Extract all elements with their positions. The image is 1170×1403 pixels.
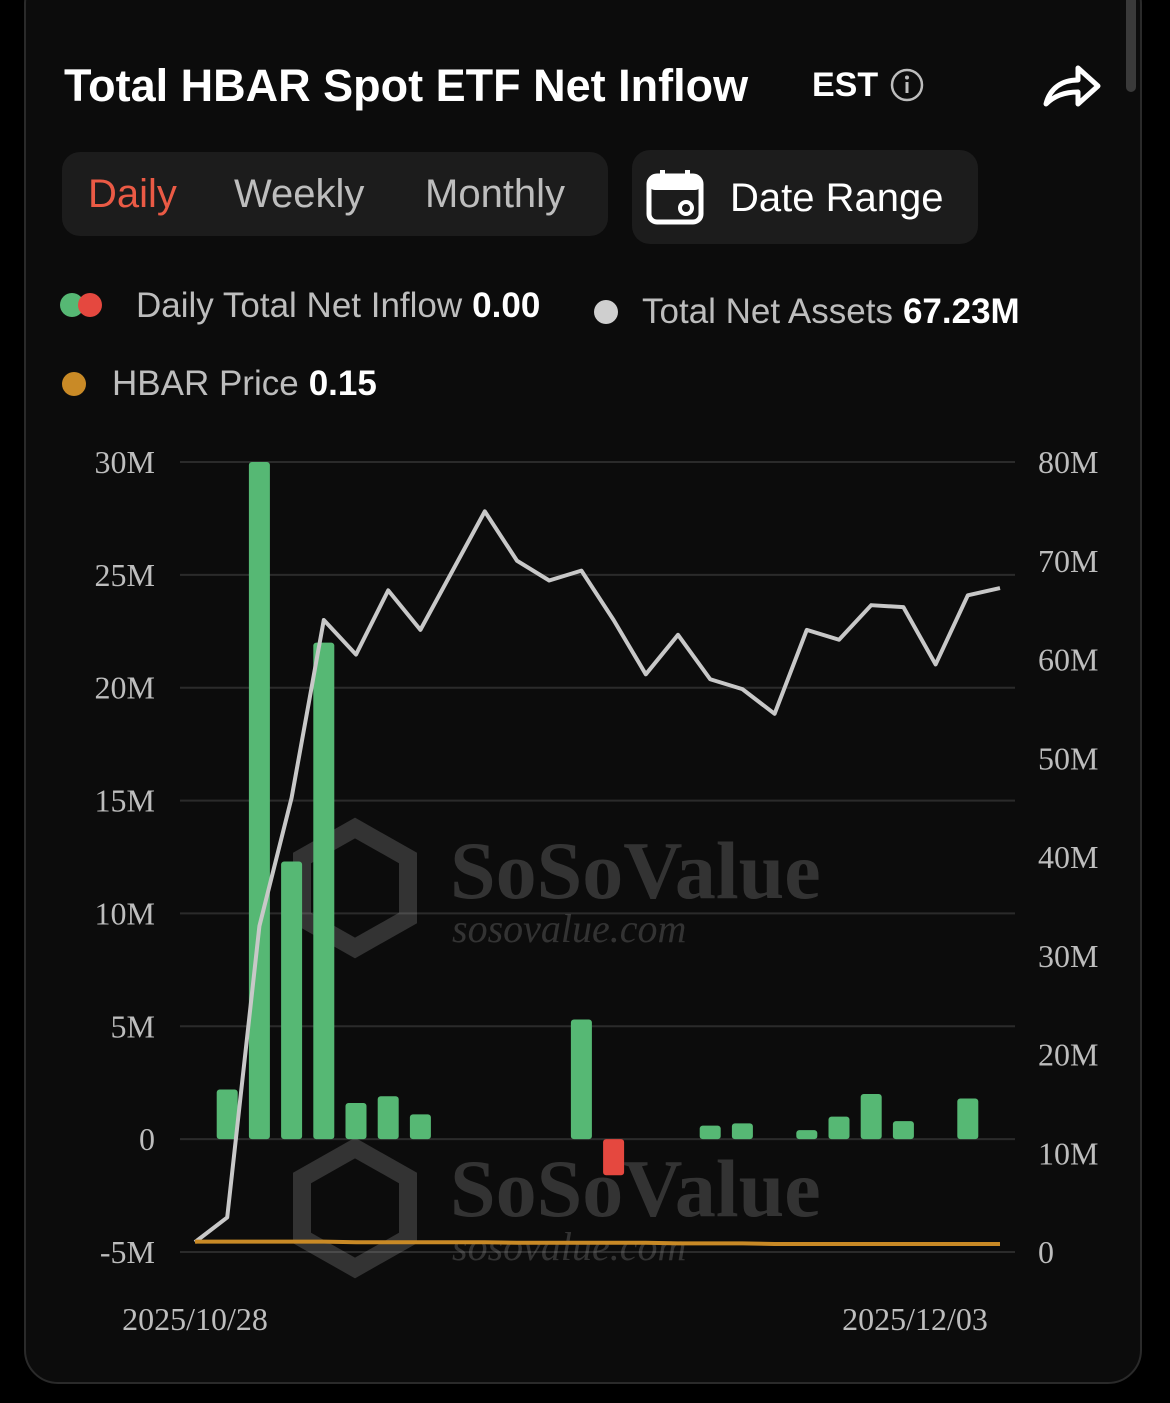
period-toggle: Daily Weekly Monthly — [62, 152, 608, 236]
legend-price-value: 0.15 — [308, 364, 377, 403]
legend-inflow[interactable]: Daily Total Net Inflow 0.00 — [136, 286, 540, 326]
legend-assets-label: Total Net Assets — [642, 292, 893, 331]
legend-price-label: HBAR Price — [112, 364, 299, 403]
legend-dot-assets — [594, 300, 618, 324]
legend-assets-value: 67.23M — [902, 292, 1020, 331]
tab-daily[interactable]: Daily — [88, 172, 177, 216]
page-title: Total HBAR Spot ETF Net Inflow — [64, 60, 749, 111]
scrollbar[interactable] — [1126, 0, 1136, 92]
legend-dot-price — [62, 372, 86, 396]
tab-monthly[interactable]: Monthly — [425, 172, 566, 216]
legend-inflow-value: 0.00 — [472, 286, 541, 325]
legend-dot-red — [78, 293, 102, 317]
tab-weekly[interactable]: Weekly — [234, 172, 365, 216]
date-range-button[interactable]: Date Range — [632, 150, 978, 244]
legend-inflow-label: Daily Total Net Inflow — [136, 286, 463, 325]
info-icon[interactable] — [890, 68, 924, 102]
legend-assets[interactable]: Total Net Assets 67.23M — [642, 292, 1020, 332]
timezone-label[interactable]: EST — [812, 66, 879, 104]
date-range-label: Date Range — [730, 176, 944, 220]
calendar-icon — [646, 170, 704, 225]
legend-price[interactable]: HBAR Price 0.15 — [112, 364, 377, 404]
share-icon[interactable] — [1040, 58, 1104, 114]
